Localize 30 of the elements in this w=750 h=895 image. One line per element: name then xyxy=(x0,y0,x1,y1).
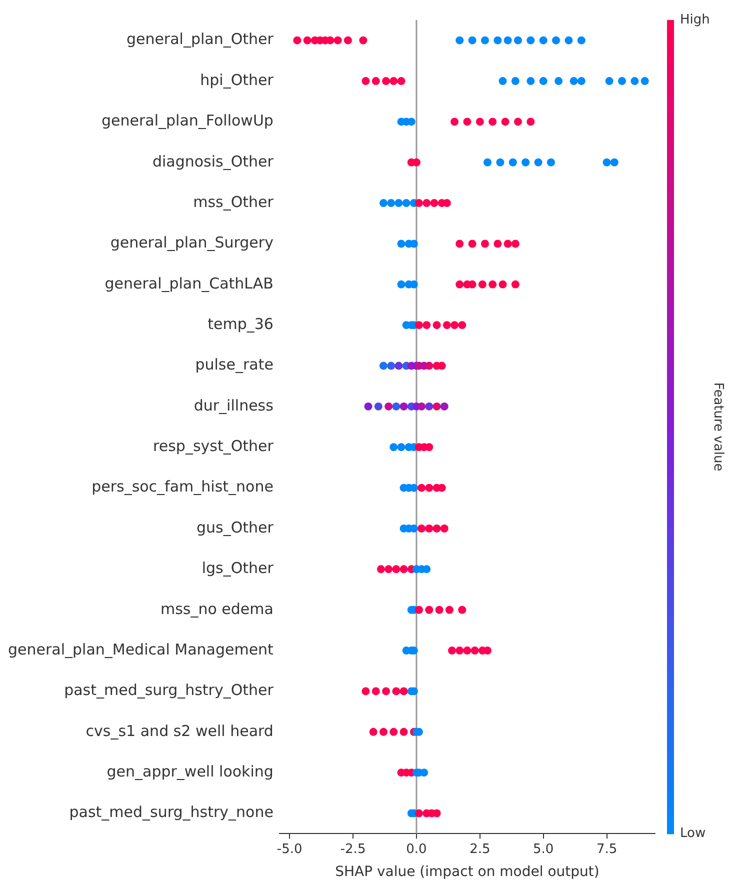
y-tick-label: general_plan_CathLAB xyxy=(104,274,274,292)
y-tick-label: lgs_Other xyxy=(202,559,274,578)
y-tick-label: dur_illness xyxy=(194,396,274,414)
y-tick-label: mss_no edema xyxy=(160,600,274,618)
y-tick-label: pers_soc_fam_hist_none xyxy=(92,478,274,496)
y-tick-label: mss_Other xyxy=(193,192,274,211)
y-tick-label: cvs_s1 and s2 well heard xyxy=(86,722,274,740)
color-bar-label: Low xyxy=(680,826,706,841)
y-tick-label: general_plan_FollowUp xyxy=(101,112,274,130)
x-tick-label: -5.0 xyxy=(276,842,302,857)
y-tick-label: past_med_surg_hstry_Other xyxy=(64,681,274,700)
y-tick-label: gus_Other xyxy=(196,518,274,536)
x-tick-label: -2.5 xyxy=(340,842,366,857)
x-tick-label: 7.5 xyxy=(596,842,618,857)
y-tick-label: resp_syst_Other xyxy=(153,437,274,456)
x-axis-title: SHAP value (impact on model output) xyxy=(335,864,600,880)
x-tick-label: 0.0 xyxy=(406,842,427,857)
y-tick-label: general_plan_Medical Management xyxy=(8,640,274,658)
y-tick-label: pulse_rate xyxy=(195,356,274,374)
y-tick-label: diagnosis_Other xyxy=(152,152,274,170)
x-tick-label: 5.0 xyxy=(533,842,554,857)
y-tick-label: past_med_surg_hstry_none xyxy=(69,803,274,822)
y-tick-label: hpi_Other xyxy=(200,70,274,89)
y-tick-label: temp_36 xyxy=(208,314,274,333)
x-tick-label: 2.5 xyxy=(470,842,490,857)
y-tick-label: general_plan_Other xyxy=(126,30,274,48)
color-bar-label: High xyxy=(680,12,710,28)
y-tick-label: general_plan_Surgery xyxy=(110,234,274,252)
color-bar-title: Feature value xyxy=(710,382,726,472)
y-tick-label: gen_appr_well looking xyxy=(106,762,274,780)
